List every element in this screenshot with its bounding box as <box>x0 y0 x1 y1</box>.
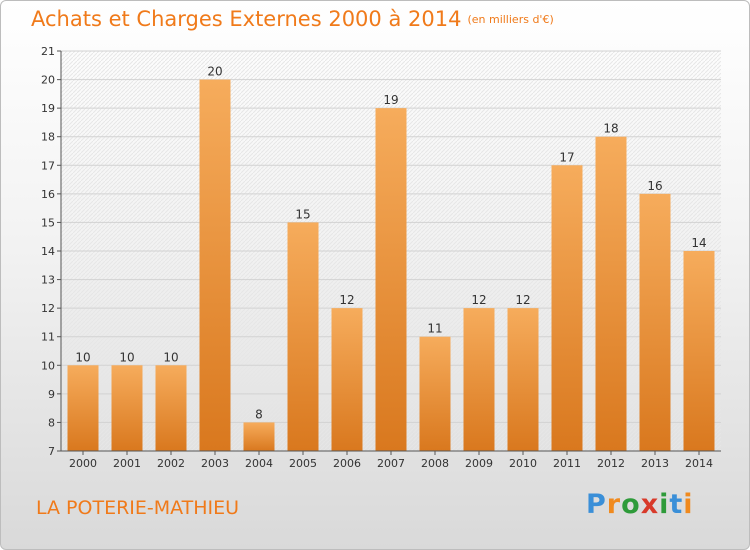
data-label-2013: 16 <box>647 179 662 193</box>
data-label-2000: 10 <box>75 350 90 364</box>
data-label-2005: 15 <box>295 207 310 221</box>
x-axis-ticks: 2000 2001 2002 2003 2004 2005 2006 2007 2008 2009… <box>69 451 713 470</box>
bars: 10 10 10 20 8 15 12 19 11 12 12 17 18 16 14 <box>67 65 715 452</box>
y-tick-label: 17 <box>41 159 55 172</box>
y-tick-label: 11 <box>41 331 55 344</box>
proxiti-logo: Proxiti <box>586 489 694 520</box>
logo-letter: o <box>621 489 641 520</box>
bar-2010 <box>507 308 539 451</box>
logo-letter: t <box>669 489 684 520</box>
x-tick-label-2001: 2001 <box>113 457 141 470</box>
bar-2006 <box>331 308 363 451</box>
x-tick-label-2010: 2010 <box>509 457 537 470</box>
bar-2011 <box>551 165 583 452</box>
bar-2012 <box>595 136 627 451</box>
data-label-2002: 10 <box>163 350 178 364</box>
bar-2002 <box>155 365 187 451</box>
bar-2003 <box>199 79 231 452</box>
y-tick-label: 16 <box>41 188 55 201</box>
y-axis-ticks: 7 8 9 10 11 12 13 14 15 16 17 18 19 20 21 <box>41 45 61 458</box>
data-label-2004: 8 <box>255 407 263 421</box>
x-tick-label-2005: 2005 <box>289 457 317 470</box>
x-tick-label-2007: 2007 <box>377 457 405 470</box>
bar-2000 <box>67 365 99 451</box>
y-tick-label: 8 <box>48 416 55 429</box>
logo-letter: i <box>659 489 670 520</box>
y-tick-label: 9 <box>48 388 55 401</box>
data-label-2001: 10 <box>119 350 134 364</box>
y-tick-label: 20 <box>41 74 55 87</box>
data-label-2012: 18 <box>603 122 618 136</box>
bar-2009 <box>463 308 495 451</box>
y-tick-label: 7 <box>48 445 55 458</box>
data-label-2010: 12 <box>515 293 530 307</box>
y-tick-label: 18 <box>41 131 55 144</box>
x-tick-label-2003: 2003 <box>201 457 229 470</box>
commune-name: LA POTERIE-MATHIEU <box>36 497 240 519</box>
y-tick-label: 15 <box>41 216 55 229</box>
x-tick-label-2012: 2012 <box>597 457 625 470</box>
data-label-2014: 14 <box>691 236 706 250</box>
logo-letter: P <box>586 489 607 520</box>
logo-letter: x <box>640 489 660 520</box>
logo-letter: r <box>606 489 622 520</box>
x-tick-label-2009: 2009 <box>465 457 493 470</box>
data-label-2007: 19 <box>383 93 398 107</box>
logo-letter: i <box>683 489 694 520</box>
x-tick-label-2000: 2000 <box>69 457 97 470</box>
bar-2001 <box>111 365 143 451</box>
x-tick-label-2002: 2002 <box>157 457 185 470</box>
chart-title: Achats et Charges Externes 2000 à 2014 (e… <box>31 7 554 31</box>
x-tick-label-2011: 2011 <box>553 457 581 470</box>
data-label-2006: 12 <box>339 293 354 307</box>
bar-2014 <box>683 251 715 451</box>
x-tick-label-2004: 2004 <box>245 457 273 470</box>
bar-2004 <box>243 422 275 451</box>
y-tick-label: 10 <box>41 359 55 372</box>
chart-title-text: Achats et Charges Externes 2000 à 2014 <box>31 7 462 31</box>
x-tick-label-2008: 2008 <box>421 457 449 470</box>
y-tick-label: 12 <box>41 302 55 315</box>
data-label-2009: 12 <box>471 293 486 307</box>
y-tick-label: 19 <box>41 102 55 115</box>
bar-2008 <box>419 336 451 451</box>
chart-unit: (en milliers d'€) <box>467 13 554 26</box>
y-tick-label: 14 <box>41 245 55 258</box>
bar-2013 <box>639 193 671 451</box>
data-label-2003: 20 <box>207 65 222 79</box>
bar-2007 <box>375 108 407 452</box>
y-tick-label: 13 <box>41 274 55 287</box>
data-label-2011: 17 <box>559 150 574 164</box>
bar-2005 <box>287 222 319 451</box>
x-tick-label-2014: 2014 <box>685 457 713 470</box>
y-tick-label: 21 <box>41 45 55 58</box>
x-tick-label-2006: 2006 <box>333 457 361 470</box>
data-label-2008: 11 <box>427 322 442 336</box>
x-tick-label-2013: 2013 <box>641 457 669 470</box>
